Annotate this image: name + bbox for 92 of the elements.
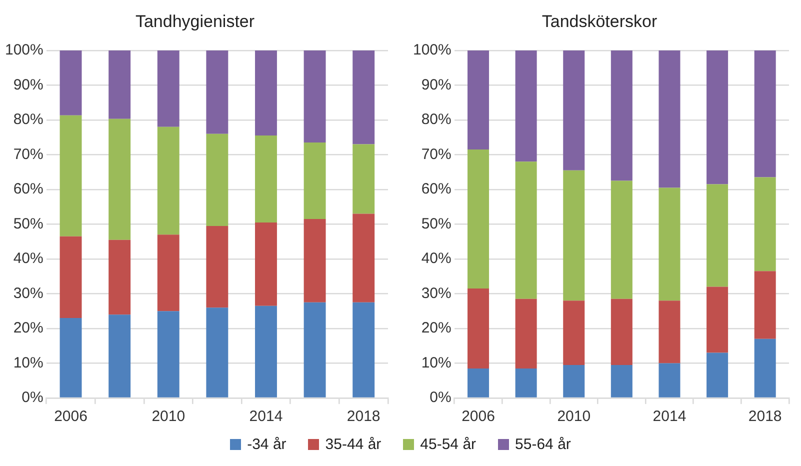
bar xyxy=(563,170,585,301)
legend-label: -34 år xyxy=(246,436,286,453)
bar xyxy=(515,298,537,368)
y-tick-label: 60% xyxy=(13,180,44,198)
y-tick-label: 20% xyxy=(13,320,44,337)
bar xyxy=(352,144,375,214)
x-tick-label: 2006 xyxy=(54,408,88,426)
bar xyxy=(255,222,277,306)
bar xyxy=(468,288,490,368)
bar xyxy=(352,50,375,144)
bar xyxy=(515,162,537,299)
y-tick-label: 30% xyxy=(13,284,44,302)
x-tick-label: 2010 xyxy=(557,408,591,426)
bar xyxy=(255,306,277,398)
x-tick-label: 2018 xyxy=(748,408,782,426)
bar xyxy=(706,286,728,353)
bar xyxy=(206,50,228,134)
bar xyxy=(108,240,131,315)
y-tick-label: 50% xyxy=(13,215,44,232)
bar xyxy=(352,214,375,302)
y-tick-label: 30% xyxy=(421,284,452,302)
y-tick-label: 70% xyxy=(421,146,452,163)
y-tick-label: 90% xyxy=(421,76,452,94)
y-tick-label: 80% xyxy=(421,111,452,128)
bar xyxy=(60,115,82,236)
y-tick-label: 0% xyxy=(22,389,44,406)
x-tick-label: 2006 xyxy=(462,408,495,426)
bar xyxy=(706,50,728,184)
bar xyxy=(206,308,228,398)
x-tick-label: 2014 xyxy=(652,408,686,426)
y-tick-label: 0% xyxy=(430,389,452,406)
bar xyxy=(352,302,375,398)
bar xyxy=(60,318,82,398)
legend-label: 55-64 år xyxy=(514,436,571,453)
bar xyxy=(108,314,131,398)
y-tick-label: 20% xyxy=(421,320,452,337)
bar xyxy=(706,184,728,287)
bar xyxy=(157,50,180,127)
bar xyxy=(255,50,277,136)
chart-title: Tandhygienister xyxy=(135,12,255,31)
chart-title: Tandsköterskor xyxy=(542,12,658,31)
bar xyxy=(304,218,326,302)
bar xyxy=(468,149,490,289)
bar xyxy=(304,302,326,398)
legend-label: 35-44 år xyxy=(324,436,382,453)
bar xyxy=(658,363,680,398)
bar xyxy=(108,118,131,240)
bar xyxy=(206,134,228,226)
bar xyxy=(610,364,632,398)
bar xyxy=(304,50,326,143)
bar xyxy=(658,188,680,301)
bar xyxy=(157,311,180,398)
bar xyxy=(157,126,180,235)
bar xyxy=(754,177,776,272)
y-tick-label: 80% xyxy=(13,111,44,128)
bar xyxy=(610,180,632,299)
x-tick-label: 2014 xyxy=(249,408,283,426)
bar xyxy=(157,234,180,312)
bar xyxy=(515,50,537,162)
y-tick-label: 70% xyxy=(13,146,44,163)
bar xyxy=(658,50,680,188)
y-tick-label: 40% xyxy=(421,250,452,268)
bar xyxy=(754,338,776,398)
y-tick-label: 100% xyxy=(412,42,452,59)
y-tick-label: 60% xyxy=(421,180,452,198)
legend-label: 45-54 år xyxy=(419,436,476,453)
y-tick-label: 40% xyxy=(13,250,44,268)
bar xyxy=(610,298,632,365)
bar xyxy=(60,236,82,318)
bar xyxy=(255,136,277,222)
bar xyxy=(108,50,131,119)
bar xyxy=(206,226,228,308)
bar xyxy=(563,300,585,365)
y-tick-label: 100% xyxy=(4,42,44,59)
bar xyxy=(563,50,585,170)
y-tick-label: 90% xyxy=(13,76,44,94)
bar xyxy=(706,352,728,398)
bar xyxy=(304,142,326,219)
y-tick-label: 10% xyxy=(13,354,44,372)
bar xyxy=(468,50,490,150)
bar xyxy=(563,364,585,398)
x-tick-label: 2010 xyxy=(152,408,186,426)
bar xyxy=(754,50,776,178)
bar xyxy=(754,271,776,339)
bar xyxy=(610,50,632,181)
bar xyxy=(60,50,82,116)
bar xyxy=(658,300,680,364)
y-tick-label: 10% xyxy=(421,354,452,372)
x-tick-label: 2018 xyxy=(346,408,380,426)
bar xyxy=(515,368,537,398)
y-tick-label: 50% xyxy=(421,215,452,232)
bar xyxy=(468,368,490,398)
